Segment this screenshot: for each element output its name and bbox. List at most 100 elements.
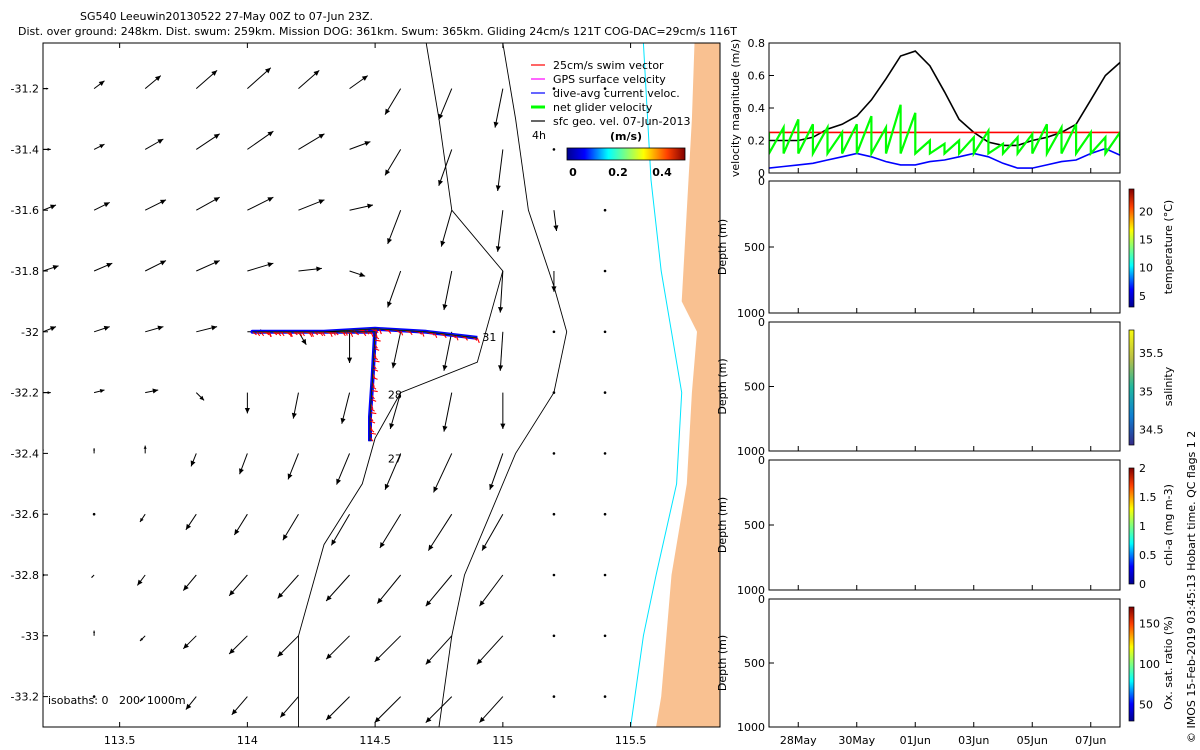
velocity-arrow	[552, 452, 556, 455]
legend-label: net glider velocity	[553, 101, 653, 114]
track-day-label: 28	[388, 389, 402, 402]
velocity-arrow	[603, 452, 607, 455]
colorbar-tick-label: 100	[1139, 658, 1160, 671]
velocity-arrow	[144, 138, 164, 150]
swim-vector	[341, 331, 346, 337]
swim-vector	[373, 360, 380, 363]
velocity-arrow	[325, 574, 350, 602]
colorbar-tick-label: 0	[1139, 578, 1146, 591]
colorbar-tick-label: 1.5	[1139, 491, 1157, 504]
velocity-arrow	[279, 696, 299, 718]
legend-net-velocity: net glider velocity	[531, 101, 653, 114]
velocity-arrow	[347, 331, 353, 363]
swim-vector	[464, 336, 468, 341]
profile-ytick-label: 500	[744, 241, 765, 254]
velocity-arrow	[552, 634, 556, 638]
isobath-0m	[630, 43, 683, 727]
velocity-arrow	[552, 148, 556, 151]
velocity-arrow	[425, 635, 453, 665]
velocity-arrow	[43, 265, 59, 272]
map-panel: 113.5 114 114.5 115 115.5 -31.2-31.4-31.6-31…	[11, 42, 721, 747]
velocity-arrow	[93, 80, 105, 89]
swim-vector	[442, 333, 447, 339]
swim-vector	[288, 331, 292, 338]
map-xtick-label: 115.5	[615, 734, 647, 747]
swim-vector	[371, 390, 378, 393]
velocity-arrow	[145, 388, 159, 394]
velocity-arrow	[139, 696, 146, 703]
series-dive-avg-current	[769, 147, 1120, 169]
legend-swim-vector: 25cm/s swim vector	[531, 59, 664, 72]
colorbar-label: Ox. sat. ratio (%)	[1162, 616, 1175, 710]
velocity-arrow	[298, 199, 325, 211]
velocity-arrow	[244, 392, 250, 414]
swim-vector	[374, 328, 379, 334]
profile-colorbar	[1128, 188, 1135, 308]
map-ytick-label: -32.2	[11, 387, 39, 400]
velocity-arrow	[330, 513, 350, 546]
map-ytick-label: -31.8	[11, 265, 39, 278]
velocity-arrow	[277, 574, 299, 599]
swim-vector	[321, 331, 326, 337]
swim-vector	[372, 364, 377, 370]
map-frame	[42, 42, 721, 728]
colorbar-tick-label: 35.5	[1139, 347, 1164, 360]
velocity-arrow	[93, 448, 96, 454]
time-tick-label: 01Jun	[900, 734, 931, 747]
swim-vector	[372, 376, 378, 380]
colorbar-tick-label: 150	[1139, 617, 1160, 630]
profile-ytick-label: 1000	[737, 307, 765, 320]
swim-vector	[329, 331, 333, 338]
velocity-ytick-label: 0.8	[748, 37, 766, 50]
swim-vector	[370, 411, 377, 415]
swim-vector	[370, 398, 377, 402]
velocity-arrow	[349, 203, 374, 211]
velocity-arrow	[379, 513, 402, 549]
velocity-arrow	[228, 574, 248, 597]
time-tick-label: 05Jun	[1017, 734, 1048, 747]
profile-colorbar	[1128, 329, 1135, 446]
map-xtick-label: 114	[237, 734, 258, 747]
velocity-arrow	[552, 695, 556, 698]
isobath-1000m	[298, 43, 504, 727]
velocity-arrow	[91, 574, 95, 578]
swim-vector	[280, 331, 285, 337]
swim-vector	[370, 394, 375, 400]
velocity-arrow	[239, 453, 248, 475]
velocity-arrow	[196, 325, 218, 333]
velocity-arrow	[391, 331, 402, 369]
land-mass	[656, 43, 720, 727]
legend-label: 25cm/s swim vector	[553, 59, 664, 72]
map-ytick-label: -31.4	[11, 143, 39, 156]
profile-ytick-label: 0	[758, 593, 765, 606]
velocity-arrow	[440, 210, 453, 247]
velocity-arrow	[182, 574, 197, 591]
swim-vector	[369, 416, 374, 422]
swim-vector	[370, 331, 374, 338]
velocity-arrow	[93, 325, 110, 333]
swim-vector	[476, 337, 480, 344]
velocity-arrow	[603, 208, 607, 212]
colorbar-tick-0: 0	[569, 166, 577, 179]
velocity-arrow	[139, 513, 146, 523]
swim-vector	[362, 331, 367, 337]
legend-label: GPS surface velocity	[553, 73, 666, 86]
velocity-arrow	[552, 512, 556, 516]
velocity-arrow	[182, 635, 197, 650]
velocity-arrow	[349, 75, 369, 90]
legend-sfc-geo-vel: sfc geo. vel. 07-Jun-2013	[531, 115, 690, 128]
velocity-arrow	[603, 634, 607, 638]
track-day-label: 31	[482, 331, 496, 344]
swim-vector	[387, 329, 392, 334]
profile-ytick-label: 1000	[737, 445, 765, 458]
velocity-arrow	[433, 453, 453, 493]
velocity-arrow	[247, 130, 274, 150]
velocity-arrow	[551, 271, 557, 292]
swim-vector	[369, 428, 375, 433]
velocity-arrow	[387, 210, 402, 245]
velocity-arrow	[247, 262, 274, 272]
velocity-arrow	[145, 325, 164, 333]
colorbar-tick-label: 0.5	[1139, 549, 1157, 562]
swim-vector	[434, 332, 438, 339]
velocity-arrow	[603, 269, 607, 273]
